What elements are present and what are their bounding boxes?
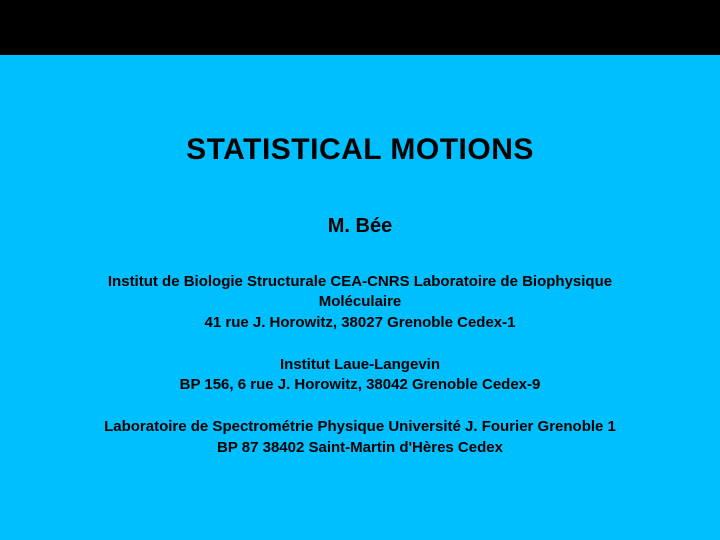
affiliation-block-2: Institut Laue-Langevin BP 156, 6 rue J. … xyxy=(0,355,720,396)
top-bar xyxy=(0,0,720,55)
slide-content: STATISTICAL MOTIONS M. Bée Institut de B… xyxy=(0,55,720,458)
affiliation-line: BP 156, 6 rue J. Horowitz, 38042 Grenobl… xyxy=(0,375,720,395)
affiliation-line: Institut de Biologie Structurale CEA-CNR… xyxy=(0,272,720,292)
affiliation-line: Moléculaire xyxy=(0,292,720,312)
slide-title: STATISTICAL MOTIONS xyxy=(0,133,720,167)
affiliation-block-3: Laboratoire de Spectrométrie Physique Un… xyxy=(0,417,720,458)
author-name: M. Bée xyxy=(0,215,720,238)
affiliation-line: Institut Laue-Langevin xyxy=(0,355,720,375)
affiliation-line: BP 87 38402 Saint-Martin d'Hères Cedex xyxy=(0,438,720,458)
affiliation-line: 41 rue J. Horowitz, 38027 Grenoble Cedex… xyxy=(0,313,720,333)
affiliation-line: Laboratoire de Spectrométrie Physique Un… xyxy=(0,417,720,437)
affiliation-block-1: Institut de Biologie Structurale CEA-CNR… xyxy=(0,272,720,333)
